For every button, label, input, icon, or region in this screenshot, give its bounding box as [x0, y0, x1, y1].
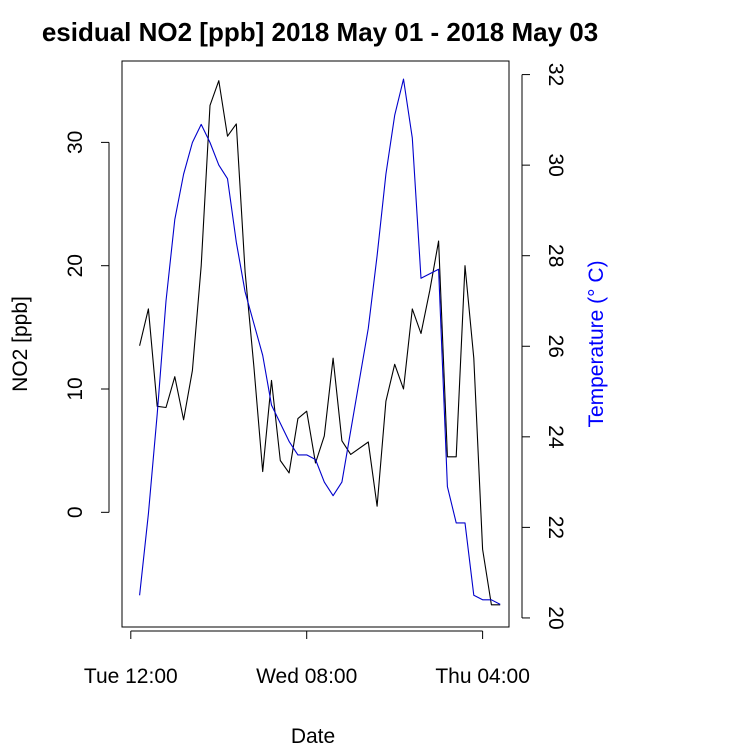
right-tick-label: 24 [544, 425, 567, 449]
right-tick-label: 32 [544, 63, 567, 86]
series-group [139, 78, 501, 606]
left-tick-label: 0 [64, 506, 87, 518]
no2-series-line [139, 80, 501, 606]
y-axis-label-right: Temperature (° C) [585, 260, 608, 427]
y-axis-label-left: NO2 [ppb] [9, 296, 32, 392]
right-tick-label: 26 [544, 335, 567, 358]
left-axis: 0 10 20 30 [64, 131, 110, 518]
plot-box [121, 60, 510, 628]
x-axis: Tue 12:00 Wed 08:00 Thu 04:00 [84, 630, 530, 688]
temperature-series-line [139, 78, 501, 605]
right-axis: 20 22 24 26 28 30 32 [521, 63, 567, 630]
x-axis-label: Date [291, 725, 335, 748]
x-tick-label: Wed 08:00 [256, 665, 357, 688]
x-tick-label: Tue 12:00 [84, 665, 178, 688]
right-tick-label: 28 [544, 244, 567, 267]
right-tick-label: 30 [544, 153, 567, 176]
right-tick-label: 20 [544, 606, 567, 629]
chart-title: esidual NO2 [ppb] 2018 May 01 - 2018 May… [42, 17, 598, 47]
right-tick-label: 22 [544, 516, 567, 539]
left-tick-label: 10 [64, 377, 87, 400]
left-tick-label: 20 [64, 254, 87, 277]
x-tick-label: Thu 04:00 [435, 665, 530, 688]
left-tick-label: 30 [64, 131, 87, 154]
